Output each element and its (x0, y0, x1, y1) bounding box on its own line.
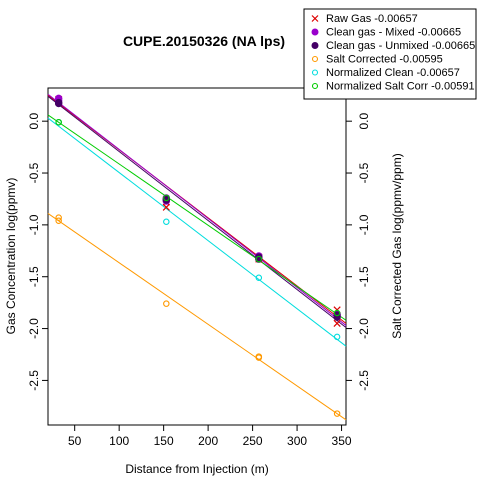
legend-marker-1-stroke-b (311, 15, 319, 22)
x-axis-label: Distance from Injection (m) (125, 462, 268, 476)
y-right-tick-label-5: -2.5 (357, 370, 371, 391)
legend-marker-3 (311, 42, 319, 49)
y-left-tick-label-1: -0.5 (27, 162, 41, 183)
y-right-tick-label-2: -1.0 (357, 214, 371, 235)
y-left-tick-label-0: 0.0 (27, 113, 41, 130)
point-s4-3 (163, 300, 170, 307)
legend-label-1: Raw Gas -0.00657 (326, 13, 418, 25)
point-s1-8-stroke-b (333, 319, 341, 328)
point-s3-4 (162, 196, 171, 204)
legend-marker-4 (311, 55, 319, 63)
legend-marker-2 (311, 28, 319, 36)
x-tick-label-300: 300 (287, 434, 307, 448)
chart-title: CUPE.20150326 (NA lps) (123, 33, 285, 49)
y-axis-left: 0.0 -0.5 -1.0 -1.5 -2.0 -2.5 (27, 113, 48, 391)
point-s6-2 (163, 194, 170, 202)
fit-line-5 (47, 117, 347, 347)
y-axis-label-left: Gas Concentration log(ppmv) (4, 178, 18, 335)
legend-marker-6 (311, 82, 319, 90)
point-s1-8 (333, 319, 341, 328)
point-s5-4 (333, 333, 341, 341)
point-s4-5 (255, 354, 263, 361)
y-axis-label-right: Salt Corrected Gas log(ppmv/ppm) (390, 153, 404, 338)
fit-lines (47, 93, 347, 421)
x-tick-label-250: 250 (243, 434, 263, 448)
fit-line-6 (47, 114, 347, 321)
y-axis-right: 0.0 -0.5 -1.0 -1.5 -2.0 -2.5 (346, 113, 371, 391)
point-s5-2 (163, 218, 170, 226)
y-left-tick-label-5: -2.5 (27, 370, 41, 391)
legend: Raw Gas -0.00657 Clean gas - Mixed -0.006… (303, 8, 477, 100)
legend-label-6: Normalized Salt Corr -0.00591 (326, 81, 475, 93)
data-points (54, 94, 341, 417)
y-right-tick-label-1: -0.5 (357, 162, 371, 183)
y-left-tick-label-4: -2.0 (27, 318, 41, 339)
point-s6-4 (333, 309, 341, 317)
x-tick-label-200: 200 (198, 434, 218, 448)
y-right-tick-label-0: 0.0 (357, 113, 371, 130)
legend-label-5: Normalized Clean -0.00657 (326, 67, 460, 79)
point-s4-2 (55, 217, 62, 224)
y-left-tick-label-3: -1.5 (27, 266, 41, 287)
x-tick-label-100: 100 (109, 434, 129, 448)
point-s5-3 (255, 274, 263, 282)
y-right-tick-label-4: -2.0 (357, 318, 371, 339)
x-tick-label-350: 350 (332, 434, 352, 448)
x-tick-label-150: 150 (154, 434, 174, 448)
y-right-tick-label-3: -1.5 (357, 266, 371, 287)
legend-marker-5 (311, 69, 319, 76)
legend-label-3: Clean gas - Unmixed -0.00665 (326, 40, 475, 52)
point-s6-3 (255, 255, 263, 263)
legend-label-2: Clean gas - Mixed -0.00665 (326, 27, 461, 39)
legend-marker-1 (311, 15, 319, 22)
legend-box (303, 8, 477, 100)
point-s4-6 (333, 410, 341, 417)
point-s1-4-stroke-b (162, 203, 170, 211)
legend-label-4: Salt Corrected -0.00595 (326, 54, 443, 66)
point-s4-1 (55, 214, 62, 221)
fit-line-4 (47, 213, 347, 421)
x-axis: 50 100 150 200 250 300 350 (68, 425, 352, 448)
point-s1-4 (162, 203, 170, 211)
fit-line-2 (47, 93, 347, 326)
x-tick-label-50: 50 (68, 434, 82, 448)
plot-frame (47, 87, 347, 426)
point-s3-2 (54, 99, 63, 108)
y-left-tick-label-2: -1.0 (27, 214, 41, 235)
point-s6-1 (55, 118, 62, 126)
fit-line-3 (47, 95, 347, 328)
